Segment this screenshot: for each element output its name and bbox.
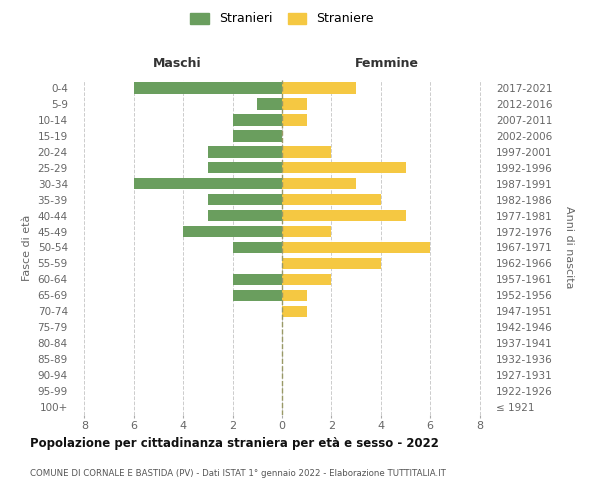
Bar <box>208 146 282 158</box>
Bar <box>233 114 282 126</box>
Bar <box>233 130 282 141</box>
Bar <box>282 242 430 253</box>
Bar <box>233 290 282 301</box>
Bar <box>282 194 381 205</box>
Bar <box>134 82 282 94</box>
Bar <box>282 210 406 222</box>
Bar <box>282 290 307 301</box>
Text: Popolazione per cittadinanza straniera per età e sesso - 2022: Popolazione per cittadinanza straniera p… <box>30 438 439 450</box>
Bar <box>208 162 282 173</box>
Y-axis label: Anni di nascita: Anni di nascita <box>564 206 574 288</box>
Bar <box>208 194 282 205</box>
Text: Maschi: Maschi <box>152 57 202 70</box>
Text: COMUNE DI CORNALE E BASTIDA (PV) - Dati ISTAT 1° gennaio 2022 - Elaborazione TUT: COMUNE DI CORNALE E BASTIDA (PV) - Dati … <box>30 469 446 478</box>
Legend: Stranieri, Straniere: Stranieri, Straniere <box>187 8 377 29</box>
Bar <box>233 242 282 253</box>
Bar <box>282 98 307 110</box>
Bar <box>282 114 307 126</box>
Text: Femmine: Femmine <box>355 57 419 70</box>
Bar <box>282 258 381 269</box>
Bar <box>257 98 282 110</box>
Bar <box>282 162 406 173</box>
Bar <box>282 274 331 285</box>
Bar <box>183 226 282 237</box>
Bar <box>282 82 356 94</box>
Bar <box>282 306 307 317</box>
Bar <box>208 210 282 222</box>
Bar <box>134 178 282 190</box>
Bar <box>282 178 356 190</box>
Bar <box>282 226 331 237</box>
Y-axis label: Fasce di età: Fasce di età <box>22 214 32 280</box>
Bar <box>282 146 331 158</box>
Bar <box>233 274 282 285</box>
